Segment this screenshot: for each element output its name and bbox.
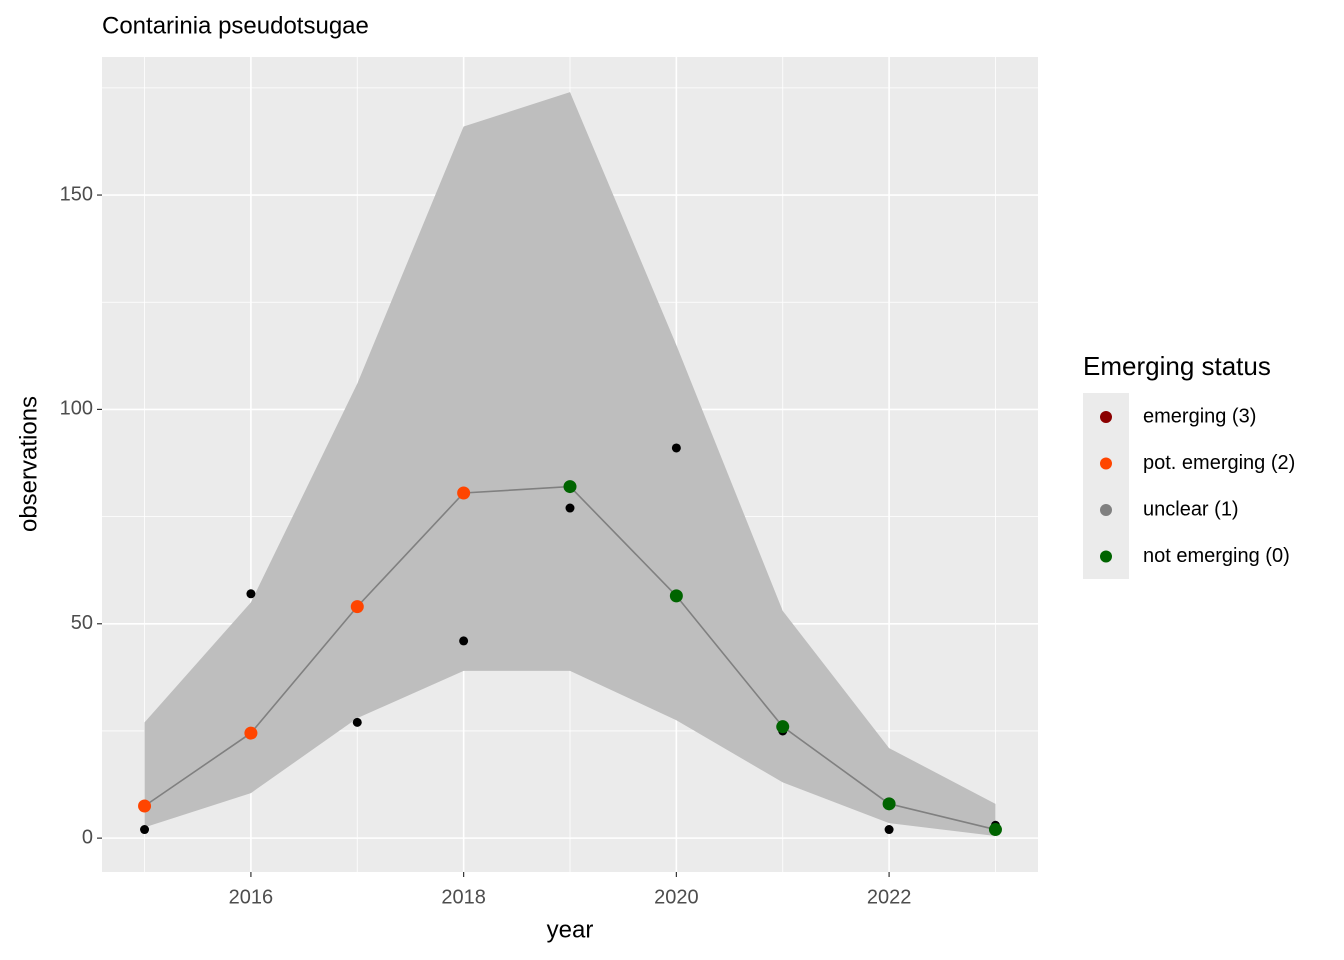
observed-point	[671, 443, 681, 453]
y-tick-label: 50	[71, 612, 93, 634]
y-tick-label: 100	[60, 398, 93, 420]
observed-point	[352, 717, 362, 727]
observed-point	[246, 589, 256, 599]
legend-label: emerging (3)	[1143, 405, 1256, 427]
fit-point	[563, 480, 577, 494]
observed-point	[884, 825, 894, 835]
y-tick-label: 0	[82, 826, 93, 848]
x-tick-label: 2020	[654, 886, 699, 908]
observed-point	[459, 636, 469, 646]
legend-label: not emerging (0)	[1143, 545, 1290, 567]
legend-key	[1100, 411, 1112, 423]
legend-key-bg	[1083, 393, 1129, 579]
fit-point	[776, 720, 790, 734]
fit-point	[669, 589, 683, 603]
fit-point	[138, 799, 152, 813]
fit-point	[988, 823, 1002, 837]
legend-label: pot. emerging (2)	[1143, 452, 1295, 474]
legend-title: Emerging status	[1083, 351, 1271, 381]
confidence-band	[144, 92, 996, 836]
observed-point	[140, 825, 150, 835]
chart-title: Contarinia pseudotsugae	[102, 12, 369, 39]
legend-key	[1100, 504, 1112, 516]
y-tick-label: 150	[60, 183, 93, 205]
legend-label: unclear (1)	[1143, 498, 1239, 520]
fit-point	[244, 726, 258, 740]
fit-point	[350, 600, 364, 614]
fit-point	[457, 486, 471, 500]
x-tick-label: 2016	[229, 886, 274, 908]
y-axis-title: observations	[15, 396, 42, 532]
x-tick-label: 2022	[867, 886, 912, 908]
legend-key	[1100, 457, 1112, 470]
x-axis-title: year	[547, 916, 594, 943]
observed-point	[565, 503, 575, 513]
legend-key	[1100, 550, 1112, 563]
x-tick-label: 2018	[441, 886, 486, 908]
fit-point	[882, 797, 896, 811]
